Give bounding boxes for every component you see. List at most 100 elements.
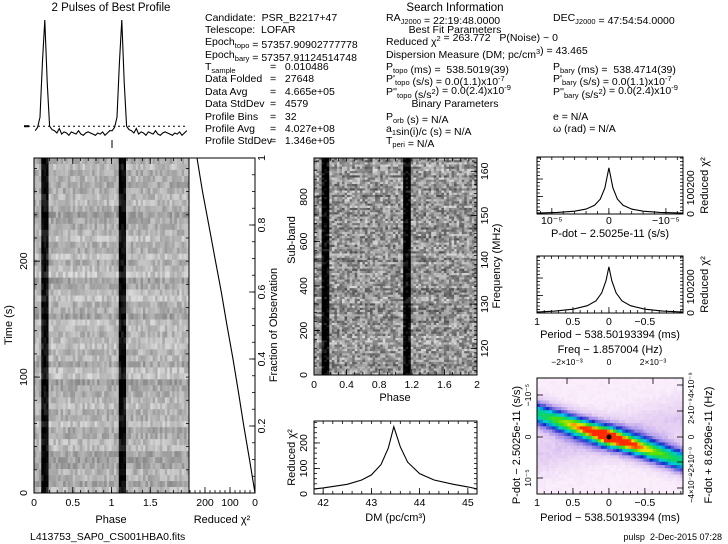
pixel [142,445,146,452]
pixel [41,325,44,332]
pixel [441,173,445,176]
pixel [176,451,180,458]
pixel [36,385,40,392]
pixel [121,223,124,231]
pixel [46,403,49,410]
pixel [84,367,88,374]
pixel [48,217,52,225]
pixel [116,361,120,368]
info-text-segment: Profile Avg [205,123,255,135]
pixel [357,158,361,161]
pixel [55,229,59,237]
pixel [41,361,44,368]
pixel [133,481,137,488]
pixel [121,331,124,338]
pixel [128,181,132,189]
pixel [92,289,95,296]
x-tick-label: 0 [252,497,258,509]
pixel [113,211,117,219]
pixel [111,283,115,290]
pixel [87,193,90,201]
pixel [387,186,391,189]
pixel [126,247,129,255]
pixel [380,186,384,189]
info-line: P'topo (s/s) = 0.0(1.1)x10-7 [386,73,505,88]
pixel [104,253,107,260]
pixel [89,265,93,272]
info-line: Pbary (ms) = 538.4714(39) [553,61,676,76]
pixel [321,181,325,185]
pixel [70,313,74,320]
pixel [331,160,335,163]
pixel [84,181,88,189]
pixel [169,319,173,326]
pixel [145,481,149,488]
pixel [130,439,134,446]
pixel [94,403,98,410]
pixel [113,439,117,446]
pixel [101,265,105,272]
pixel [159,259,163,266]
pixel [179,289,183,296]
pixel [152,277,156,284]
pixel [164,475,168,482]
pixel [431,173,435,176]
pixel [118,355,122,362]
pixel [398,181,401,185]
pixel [92,253,95,260]
pixel [336,194,340,198]
pixel [172,223,175,231]
pixel [142,463,146,470]
pixel [162,487,166,494]
pixel [164,253,168,260]
pixel [118,181,122,189]
pixel [438,164,442,167]
pixel [70,283,74,290]
pixel [63,373,66,380]
pixel [111,421,115,428]
pixel [58,169,61,177]
pixel [60,199,64,207]
pixel [413,173,417,176]
pixel [172,187,175,195]
pixel [174,181,178,189]
pixel [38,421,42,428]
pixel [352,164,356,167]
pixel [181,325,185,332]
pixel [126,319,129,326]
pixel [454,186,457,189]
pixel [375,158,378,161]
pixel [65,331,69,338]
pixel [87,289,90,296]
pixel [67,325,71,332]
pixel [150,337,153,344]
pixel [46,475,49,482]
pixel [99,469,103,476]
pixel [184,187,187,195]
pixel [179,469,183,476]
pixel [138,421,141,428]
pixel [36,295,40,302]
pixel [133,355,137,362]
pixel [113,421,117,428]
pixel [36,361,40,368]
pixel [70,391,74,398]
pixel [116,265,120,272]
pixel [155,295,158,302]
pixel [162,211,166,219]
pixel [331,158,335,161]
pixel [126,205,129,213]
pixel [70,385,74,392]
pixel [43,355,47,362]
pixel [82,247,86,255]
pixel [431,179,435,183]
pixel [36,211,40,219]
pixel [142,319,146,326]
pixel [147,451,151,458]
pixel [339,160,343,163]
pixel [167,451,170,458]
pixel [464,166,468,170]
pixel [106,181,110,189]
pixel [431,160,435,163]
pixel [82,277,86,284]
